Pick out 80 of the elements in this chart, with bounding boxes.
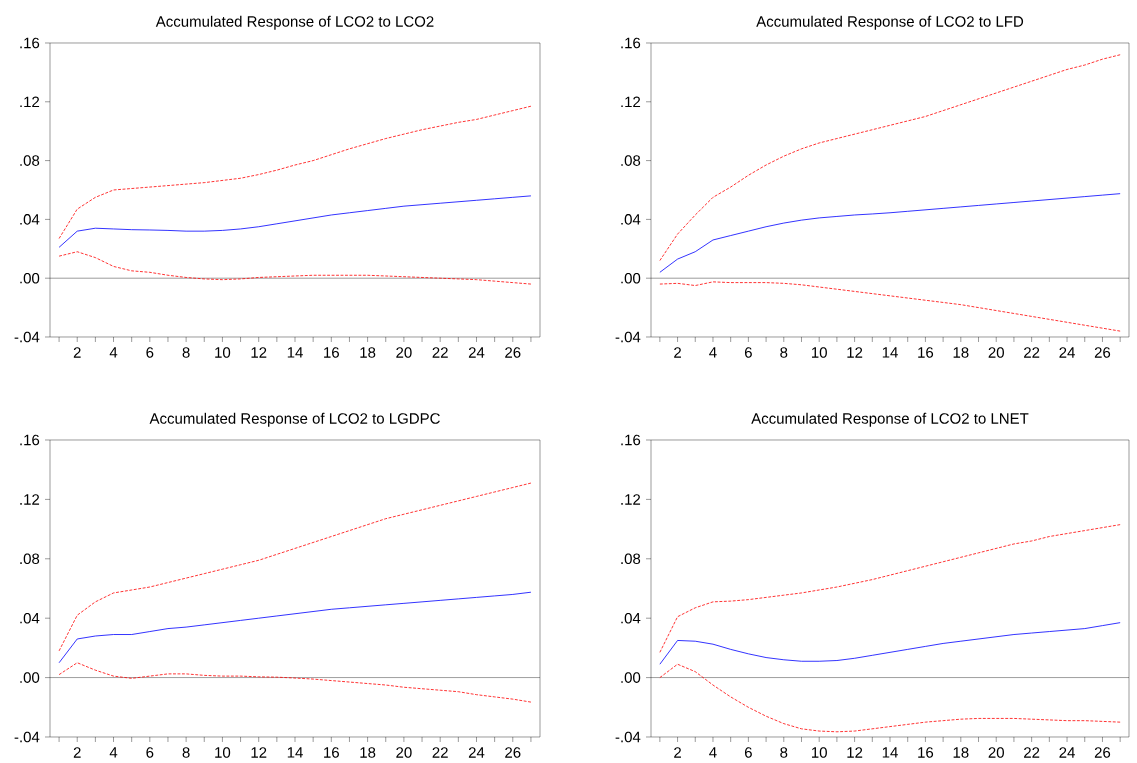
y-tick-label: .08 (621, 155, 641, 166)
y-tick-label: -.04 (14, 331, 40, 343)
x-tick-label: 6 (744, 347, 752, 358)
y-tick-label: .04 (621, 612, 641, 624)
x-tick-label: 6 (146, 747, 154, 758)
y-tick-label: .16 (20, 434, 40, 446)
x-tick-label: 12 (251, 747, 267, 758)
x-tick-label: 20 (396, 347, 412, 358)
x-tick-label: 24 (468, 347, 485, 358)
x-tick-label: 20 (988, 347, 1004, 358)
x-tick-label: 2 (73, 347, 81, 358)
x-tick-label: 10 (812, 747, 827, 758)
x-tick-label: 8 (182, 747, 190, 758)
x-tick-label: 18 (360, 747, 376, 758)
x-tick-label: 2 (73, 747, 81, 758)
x-tick-label: 12 (847, 347, 863, 358)
x-tick-label: 26 (1094, 347, 1111, 358)
x-tick-label: 20 (396, 747, 412, 758)
y-tick-label: .16 (621, 434, 641, 446)
chart-title: Accumulated Response of LCO2 to LCO2 (155, 15, 434, 30)
x-tick-label: 24 (1059, 347, 1075, 358)
y-tick-label: .04 (20, 214, 40, 225)
x-tick-label: 26 (505, 747, 521, 758)
x-tick-label: 4 (709, 747, 717, 758)
x-tick-label: 16 (918, 347, 934, 358)
x-tick-label: 8 (182, 347, 190, 358)
x-tick-label: 24 (1059, 747, 1075, 758)
x-tick-label: 14 (287, 747, 303, 758)
x-tick-label: 14 (287, 347, 303, 358)
y-tick-label: .12 (621, 96, 641, 108)
x-tick-label: 4 (109, 347, 118, 358)
x-tick-label: 22 (432, 347, 448, 358)
y-tick-label: -.04 (615, 331, 641, 343)
x-tick-label: 22 (432, 747, 448, 758)
x-tick-label: 14 (882, 747, 898, 758)
y-tick-label: .00 (621, 672, 641, 683)
x-tick-label: 18 (360, 347, 376, 358)
x-tick-label: 4 (709, 347, 717, 358)
x-tick-label: 22 (1024, 747, 1040, 758)
x-tick-label: 2 (674, 747, 681, 758)
chart-title: Accumulated Response of LCO2 to LNET (751, 412, 1029, 427)
y-tick-label: .00 (20, 272, 40, 284)
y-tick-label: .12 (20, 96, 40, 108)
y-tick-label: -.04 (14, 731, 40, 743)
chart-title: Accumulated Response of LCO2 to LGDPC (149, 412, 440, 427)
x-tick-label: 8 (780, 347, 788, 358)
x-tick-label: 6 (146, 347, 154, 358)
x-tick-label: 20 (988, 747, 1004, 758)
x-tick-label: 22 (1024, 347, 1040, 358)
x-tick-label: 16 (324, 747, 339, 758)
y-tick-label: .04 (621, 214, 641, 225)
x-tick-label: 24 (468, 747, 485, 758)
y-tick-label: -.04 (615, 731, 641, 743)
x-tick-label: 10 (215, 747, 231, 758)
x-tick-label: 18 (953, 747, 969, 758)
x-tick-label: 4 (109, 747, 118, 758)
chart-title: Accumulated Response of LCO2 to LFD (756, 15, 1024, 30)
x-tick-label: 16 (324, 347, 339, 358)
x-tick-label: 14 (882, 347, 898, 358)
x-tick-label: 26 (505, 347, 521, 358)
x-tick-label: 26 (1094, 747, 1111, 758)
y-tick-label: .12 (20, 494, 40, 505)
x-tick-label: 18 (953, 347, 969, 358)
y-tick-label: .16 (20, 37, 40, 49)
y-tick-label: .16 (621, 37, 641, 49)
y-tick-label: .12 (621, 494, 641, 505)
y-tick-label: .08 (20, 155, 40, 166)
x-tick-label: 6 (744, 747, 752, 758)
y-tick-label: .04 (20, 612, 40, 624)
x-tick-label: 10 (812, 347, 827, 358)
x-tick-label: 2 (674, 347, 681, 358)
x-tick-label: 16 (918, 747, 934, 758)
y-tick-label: .08 (20, 553, 40, 565)
x-tick-label: 12 (251, 347, 267, 358)
x-tick-label: 10 (215, 347, 231, 358)
y-tick-label: .08 (621, 553, 641, 565)
x-tick-label: 8 (780, 747, 788, 758)
y-tick-label: .00 (621, 272, 641, 284)
x-tick-label: 12 (847, 747, 863, 758)
y-tick-label: .00 (20, 672, 40, 683)
